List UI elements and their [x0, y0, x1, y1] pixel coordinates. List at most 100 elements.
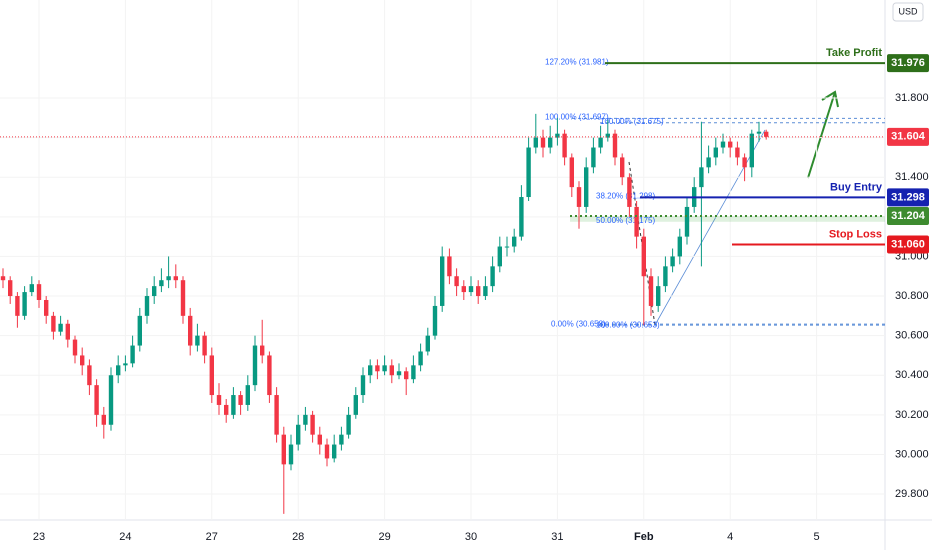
candle-body — [274, 395, 279, 435]
candle-body — [634, 206, 639, 237]
candle-body — [317, 434, 323, 445]
candle-body — [8, 280, 13, 297]
x-tick-label: 31 — [551, 531, 563, 543]
x-tick-label: 29 — [378, 531, 390, 543]
candle-body — [742, 157, 747, 168]
candle-body — [706, 157, 711, 168]
candle-body — [476, 286, 481, 297]
candle-body — [656, 286, 661, 306]
candle-body — [612, 133, 618, 158]
candle-body — [288, 444, 294, 465]
candle-body — [65, 323, 71, 340]
candle-body — [36, 284, 42, 300]
candle-body — [252, 345, 258, 386]
candle-body — [360, 375, 366, 396]
candle-body — [346, 414, 351, 435]
y-tick-label: 30.400 — [895, 369, 929, 381]
candle-body — [497, 246, 503, 267]
candle-body — [22, 292, 27, 316]
candle-body — [166, 276, 171, 281]
candle-body — [137, 315, 143, 346]
candle-body — [411, 365, 416, 380]
y-tick-label: 30.000 — [895, 448, 929, 460]
candle-body — [44, 300, 49, 316]
candle-body — [324, 444, 330, 459]
level-price-label: 31.204 — [891, 210, 926, 222]
level-price-label: 31.976 — [891, 57, 925, 69]
candle-body — [72, 339, 78, 356]
candle-body — [699, 167, 704, 188]
candle-body — [281, 434, 287, 465]
candle-body — [526, 147, 531, 198]
candle-body — [735, 147, 740, 158]
price-box — [887, 207, 929, 226]
candle-body — [425, 335, 431, 352]
candle-body — [173, 276, 179, 281]
y-tick-label: 31.400 — [895, 171, 929, 183]
candle-body — [756, 131, 762, 134]
candle-body — [144, 296, 150, 316]
x-tick-label: 24 — [119, 531, 131, 543]
candle-body — [641, 236, 647, 277]
candle-body — [396, 371, 402, 376]
candle-body — [569, 157, 575, 188]
candle-body — [576, 187, 582, 207]
candle-body — [720, 141, 726, 148]
candle-body — [454, 276, 459, 287]
candle-body — [267, 355, 272, 396]
price-box — [887, 54, 929, 73]
candle-body — [303, 414, 308, 425]
candle-body — [310, 414, 315, 435]
candle-body — [152, 286, 157, 297]
candle-body — [216, 395, 222, 405]
candle-body — [749, 133, 755, 168]
fib-label: 100.00% (31.697) — [545, 113, 609, 122]
fib-label: 100.00% (31.675) — [600, 117, 664, 126]
candle-body — [620, 157, 625, 178]
candle-body — [332, 444, 337, 459]
candle-body — [677, 236, 683, 257]
currency: USD — [898, 6, 918, 16]
arrow-head — [821, 90, 839, 108]
level-text: Buy Entry — [830, 181, 883, 193]
candle-body — [648, 276, 654, 306]
candle-body — [461, 286, 467, 293]
candle-body — [87, 365, 92, 386]
candle-body — [80, 355, 85, 366]
x-tick-label: 4 — [727, 531, 733, 543]
fib-label: 127.20% (31.981) — [545, 57, 609, 66]
candle-body — [418, 351, 423, 366]
x-tick-label: 27 — [206, 531, 218, 543]
candle-body — [404, 371, 409, 380]
arrow-shaft — [807, 91, 836, 179]
candle-body — [533, 137, 539, 148]
currency-box[interactable] — [892, 2, 924, 22]
candle-body — [245, 385, 251, 405]
candle-body — [382, 365, 387, 372]
x-tick-label: Feb — [634, 531, 654, 543]
level-text: Stop Loss — [829, 228, 882, 240]
fib-label: 50.00% (31.175) — [596, 216, 655, 225]
candle-body — [598, 137, 603, 148]
y-tick-label: 31.800 — [895, 92, 929, 104]
candle-body — [389, 365, 395, 376]
candle-body — [159, 280, 164, 287]
candle-body — [116, 365, 121, 376]
candle-body — [260, 345, 265, 356]
candle-body — [519, 197, 524, 237]
candle-body — [29, 284, 35, 293]
x-tick-label: 23 — [33, 531, 45, 543]
x-tick-label: 28 — [292, 531, 304, 543]
candle-body — [58, 323, 63, 332]
candle-body — [432, 305, 438, 336]
candle-body — [483, 286, 488, 297]
y-tick-label: 30.600 — [895, 330, 929, 342]
level-price-label: 31.298 — [891, 191, 925, 203]
candle-body — [713, 147, 719, 158]
candle-body — [447, 256, 452, 277]
candle-body — [188, 315, 193, 346]
candle-body — [202, 335, 207, 356]
candle-body — [490, 266, 495, 287]
